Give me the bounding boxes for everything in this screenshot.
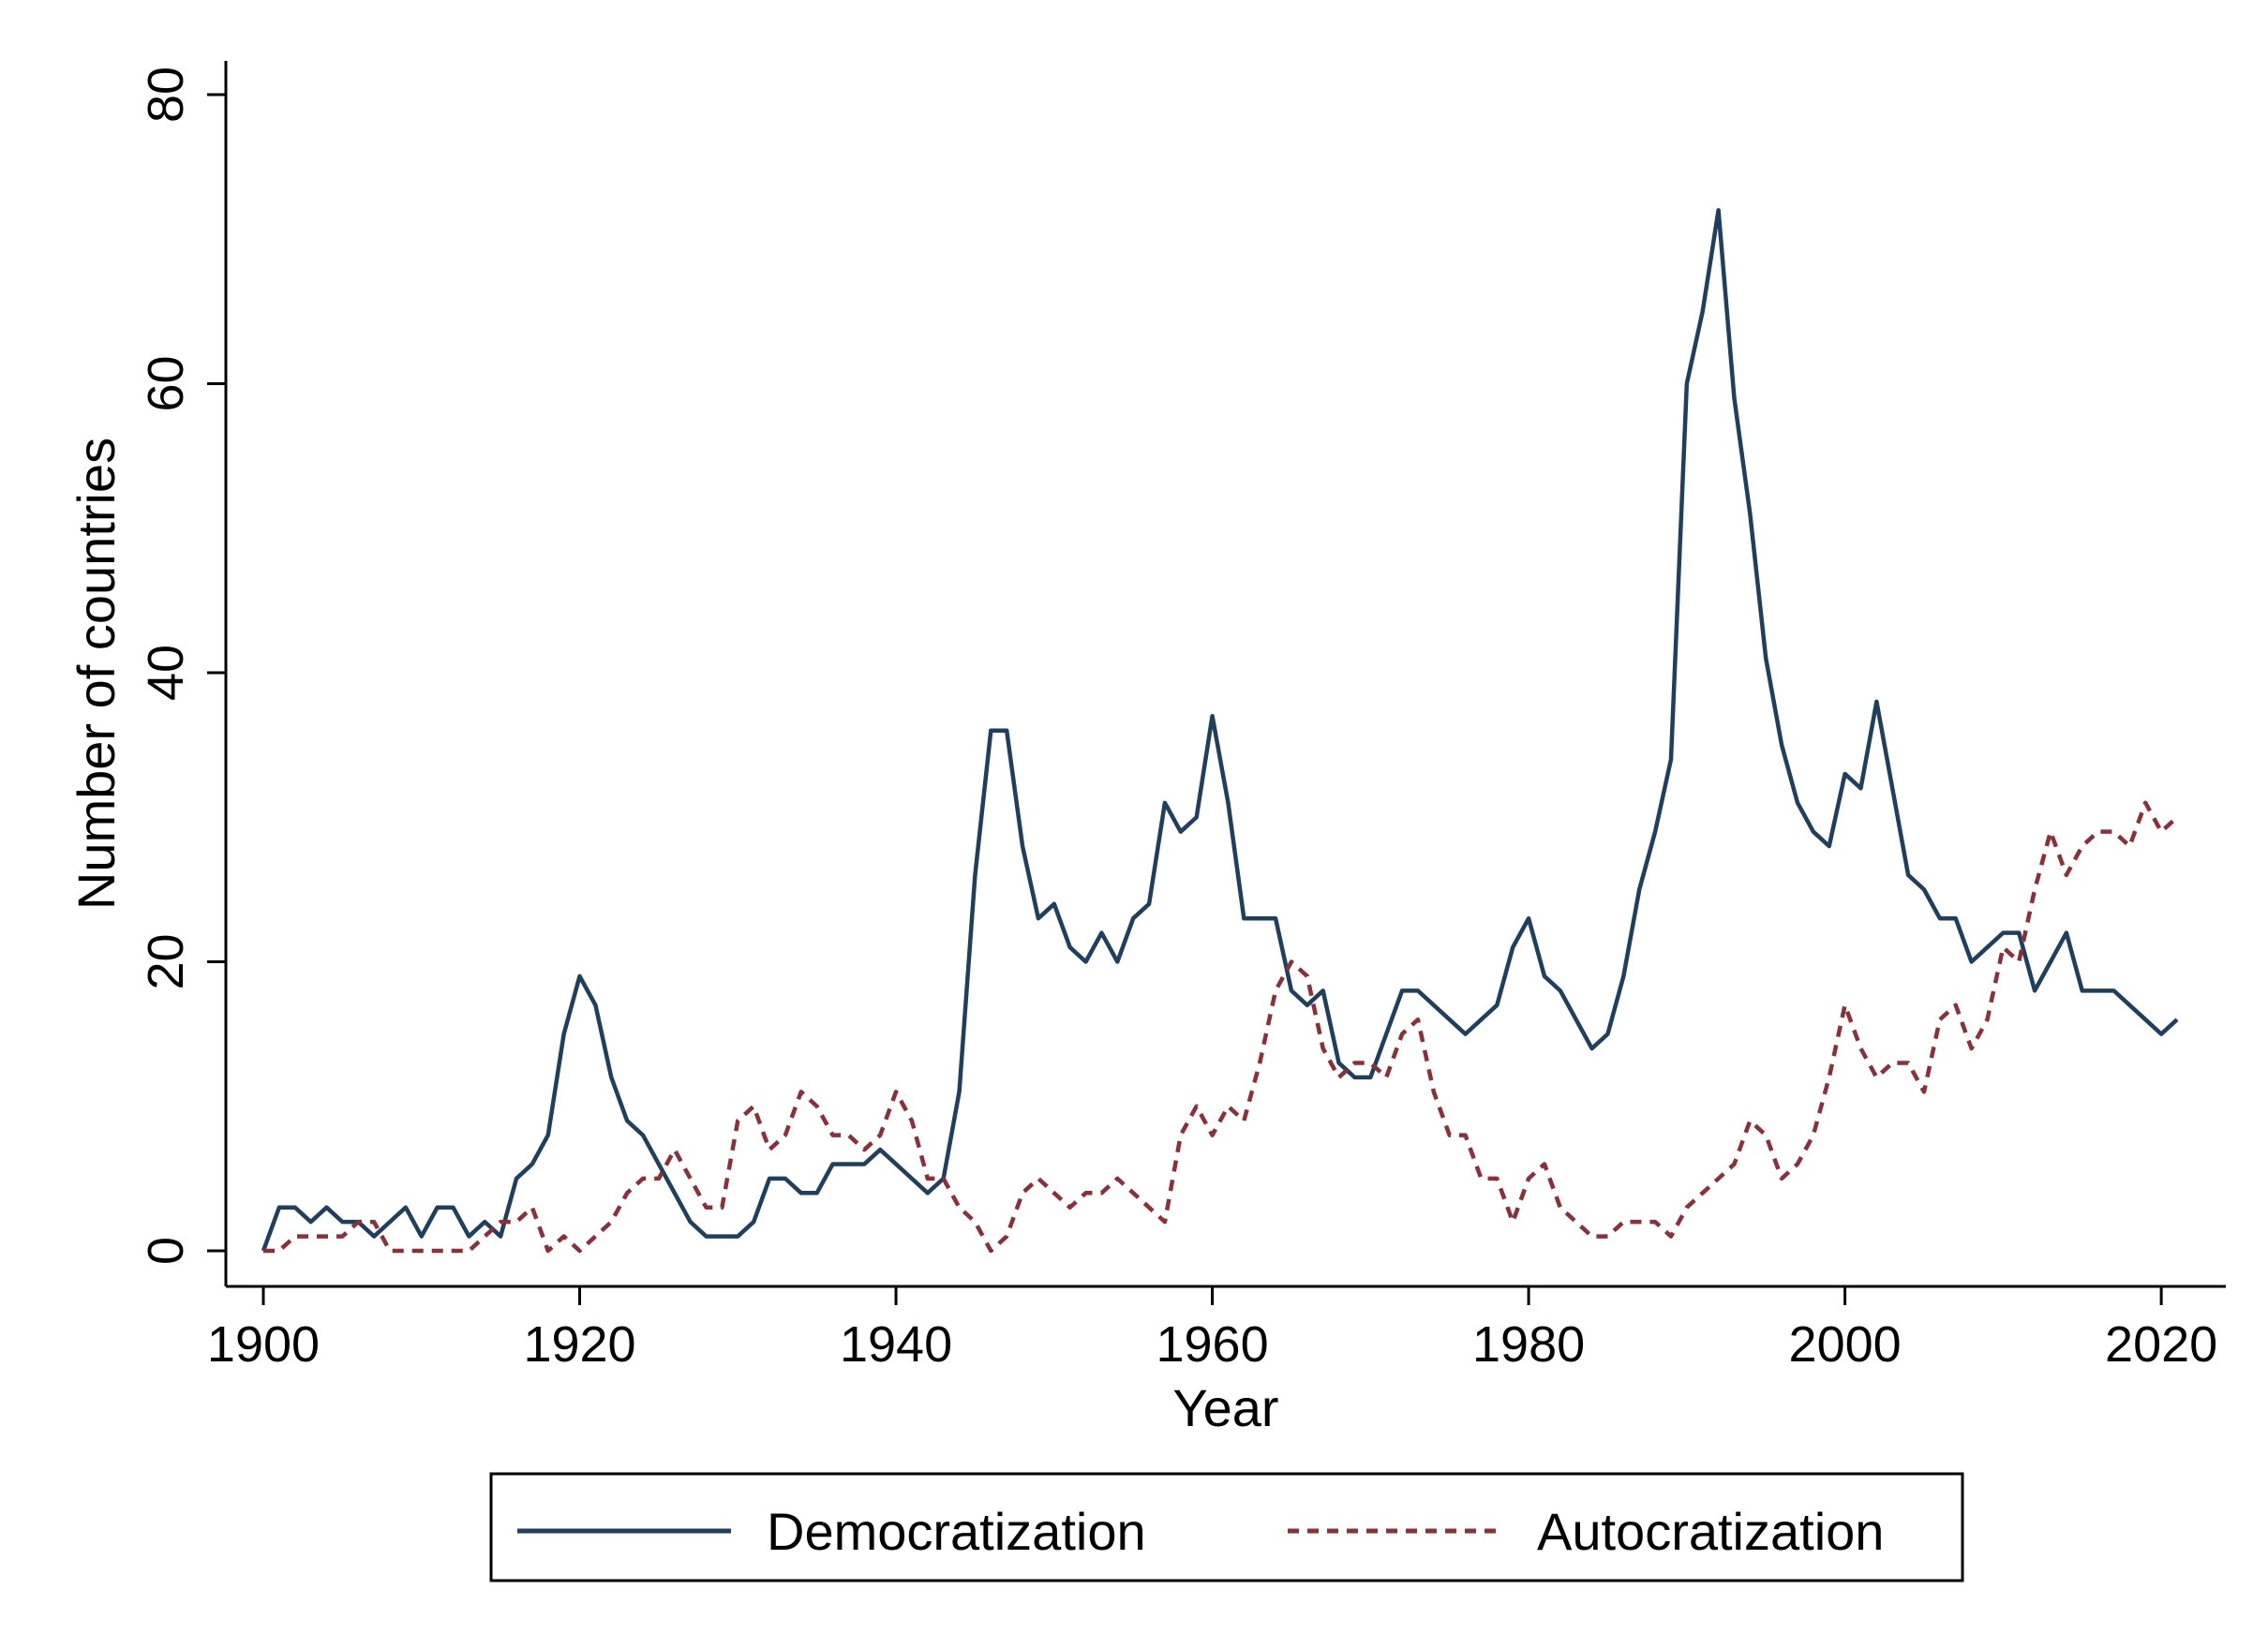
x-tick-label-1960: 1960 [1156,1316,1268,1373]
x-tick-label-2020: 2020 [2105,1316,2217,1373]
x-ticks: 1900 1920 1940 1960 1980 2000 2020 [207,1286,2217,1373]
y-tick-label-20: 20 [138,933,194,989]
legend-label-democratization: Democratization [767,1502,1146,1561]
x-tick-label-1900: 1900 [207,1316,320,1373]
y-axis-title: Number of countries [67,438,126,910]
y-tick-label-80: 80 [138,67,194,123]
series-line-autocratization [263,800,2179,1254]
x-tick-label-1980: 1980 [1472,1316,1585,1373]
x-axis-title: Year [1172,1378,1278,1437]
y-tick-label-0: 0 [138,1237,194,1265]
series-layer [261,208,2179,1254]
legend-box [489,1472,1964,1582]
axes [224,61,2226,1288]
x-tick-label-1920: 1920 [523,1316,635,1373]
series-line-democratization [261,208,2179,1252]
x-tick-label-1940: 1940 [840,1316,952,1373]
legend: Democratization Autocratization [489,1472,1964,1582]
y-ticks: 0 20 40 60 80 [138,67,226,1265]
y-tick-label-40: 40 [138,645,194,701]
y-tick-label-60: 60 [138,355,194,411]
legend-label-autocratization: Autocratization [1537,1502,1884,1561]
x-tick-label-2000: 2000 [1789,1316,1902,1373]
